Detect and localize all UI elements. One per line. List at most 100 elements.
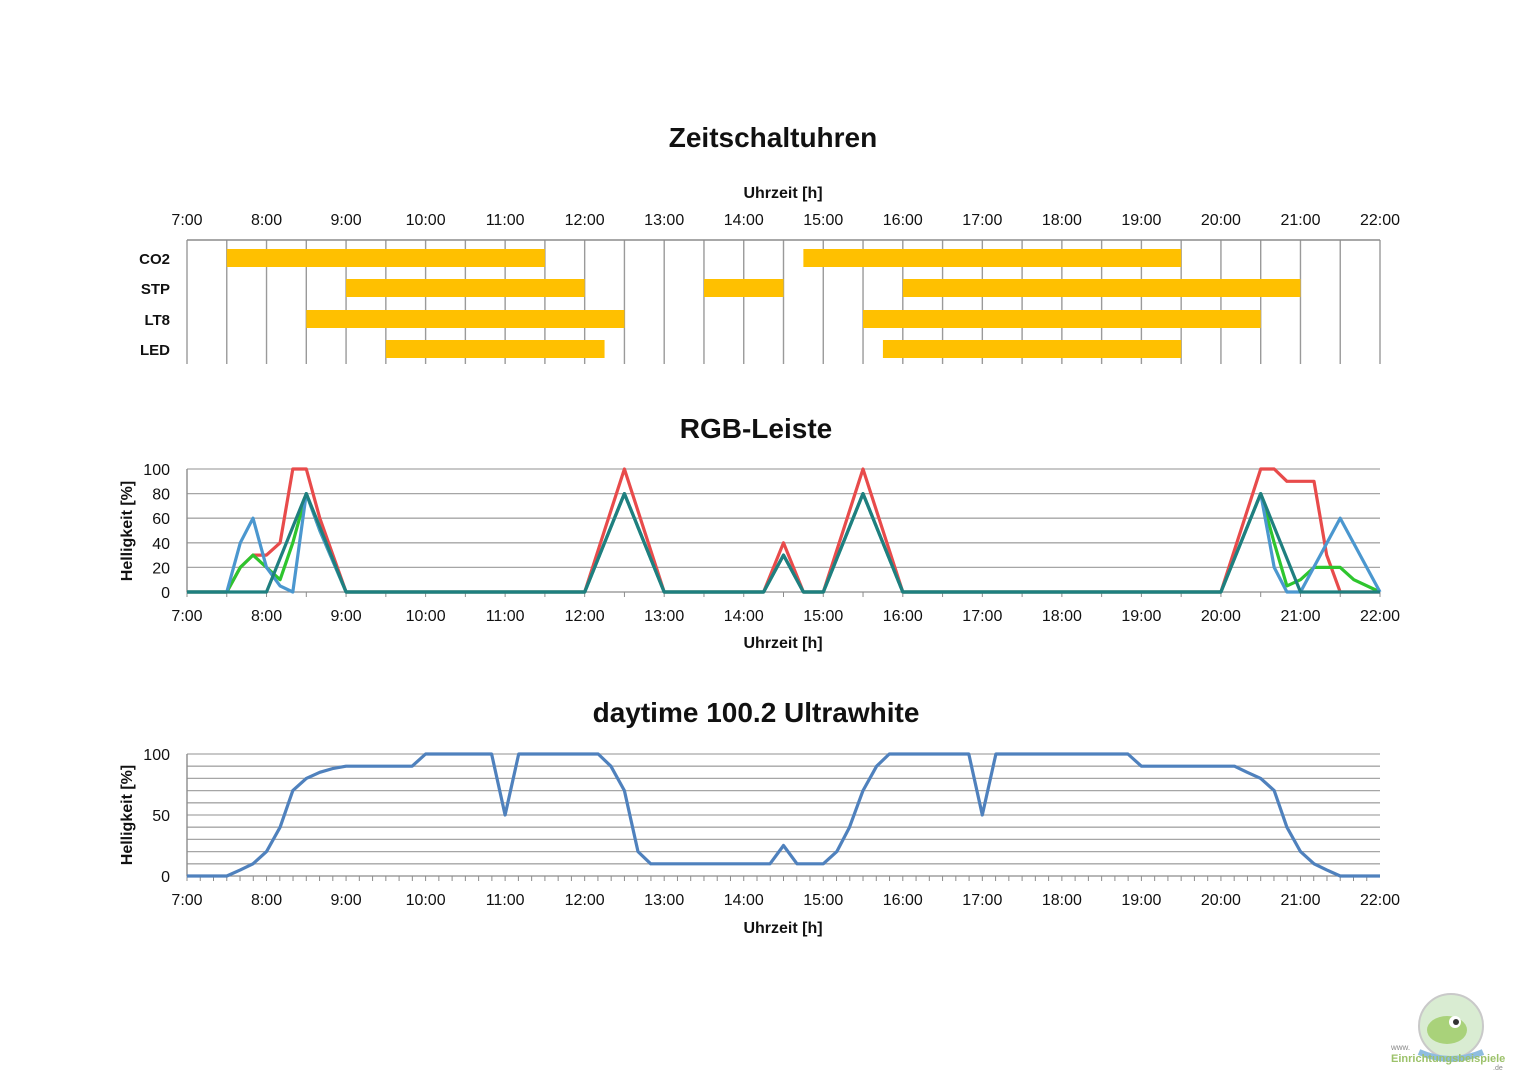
timer-bar xyxy=(863,310,1261,328)
x-tick-label: 10:00 xyxy=(406,212,446,229)
timer-bar xyxy=(703,279,784,297)
timer-bar xyxy=(803,249,1182,267)
x-tick-label: 19:00 xyxy=(1121,212,1161,229)
x-tick-label: 8:00 xyxy=(251,892,282,909)
x-tick-label: 9:00 xyxy=(330,608,361,625)
x-tick-label: 20:00 xyxy=(1201,892,1241,909)
series-line xyxy=(187,467,1380,594)
x-tick-label: 12:00 xyxy=(565,892,605,909)
y-tick-label: 0 xyxy=(161,869,170,886)
x-tick-label: 18:00 xyxy=(1042,212,1082,229)
timer-chart-bars xyxy=(226,249,1301,358)
y-tick-label: 100 xyxy=(143,747,170,764)
watermark-text: Einrichtungsbeispiele xyxy=(1391,1053,1505,1065)
ultrawhite-chart-y-axis-label: Helligkeit [%] xyxy=(119,765,136,865)
x-tick-label: 7:00 xyxy=(171,608,202,625)
rgb-chart: RGB-Leiste 0 20 40 60 80 100 7:00 8:00 9:00 10:0… xyxy=(119,413,1400,652)
timer-chart-categories: CO2 STP LT8 LED xyxy=(139,251,170,359)
timer-chart-title: Zeitschaltuhren xyxy=(669,122,877,153)
y-tick-label: 20 xyxy=(152,560,170,577)
series-line xyxy=(187,752,1380,878)
watermark-prefix: www. xyxy=(1390,1043,1410,1052)
y-tick-label: 50 xyxy=(152,808,170,825)
category-label: CO2 xyxy=(139,251,170,268)
x-tick-label: 13:00 xyxy=(644,212,684,229)
ultrawhite-chart-lines xyxy=(187,752,1380,878)
y-tick-label: 0 xyxy=(161,585,170,602)
x-tick-label: 7:00 xyxy=(171,212,202,229)
timer-bar xyxy=(902,279,1301,297)
x-tick-label: 11:00 xyxy=(486,212,525,229)
x-tick-label: 16:00 xyxy=(883,892,923,909)
x-tick-label: 22:00 xyxy=(1360,608,1400,625)
x-tick-label: 16:00 xyxy=(883,212,923,229)
category-label: STP xyxy=(141,281,170,298)
x-tick-label: 21:00 xyxy=(1280,608,1320,625)
rgb-chart-y-axis-label: Helligkeit [%] xyxy=(119,481,136,581)
watermark-suffix: .de xyxy=(1493,1065,1503,1072)
x-tick-label: 22:00 xyxy=(1360,212,1400,229)
x-tick-label: 16:00 xyxy=(883,608,923,625)
x-tick-label: 15:00 xyxy=(803,212,843,229)
x-tick-label: 20:00 xyxy=(1201,212,1241,229)
ultrawhite-chart-grid xyxy=(186,753,1380,881)
x-tick-label: 11:00 xyxy=(486,608,525,625)
ultrawhite-chart-x-ticks: 7:00 8:00 9:00 10:00 11:00 12:00 13:00 14:00 15:… xyxy=(171,892,1400,909)
timer-chart-x-ticks: 7:00 8:00 9:00 10:00 11:00 12:00 13:00 14:00 15:… xyxy=(171,212,1400,229)
ultrawhite-chart-title: daytime 100.2 Ultrawhite xyxy=(593,697,920,728)
x-tick-label: 18:00 xyxy=(1042,608,1082,625)
ultrawhite-chart-x-axis-label: Uhrzeit [h] xyxy=(743,920,822,937)
series-line xyxy=(187,492,1380,594)
x-tick-label: 7:00 xyxy=(171,892,202,909)
timer-chart-x-axis-label: Uhrzeit [h] xyxy=(743,185,822,202)
watermark: www. Einrichtungsbeispiele .de xyxy=(1389,992,1509,1072)
y-tick-label: 80 xyxy=(152,487,170,504)
x-tick-label: 17:00 xyxy=(962,212,1002,229)
category-label: LT8 xyxy=(144,312,170,329)
x-tick-label: 9:00 xyxy=(330,892,361,909)
x-tick-label: 19:00 xyxy=(1121,608,1161,625)
x-tick-label: 18:00 xyxy=(1042,892,1082,909)
x-tick-label: 11:00 xyxy=(486,892,525,909)
x-tick-label: 21:00 xyxy=(1280,212,1320,229)
x-tick-label: 8:00 xyxy=(251,608,282,625)
x-tick-label: 17:00 xyxy=(962,608,1002,625)
y-tick-label: 100 xyxy=(143,462,170,479)
x-tick-label: 22:00 xyxy=(1360,892,1400,909)
timer-bar xyxy=(306,310,625,328)
x-tick-label: 14:00 xyxy=(724,892,764,909)
x-tick-label: 21:00 xyxy=(1280,892,1320,909)
x-tick-label: 9:00 xyxy=(330,212,361,229)
timer-bar xyxy=(385,340,605,358)
x-tick-label: 19:00 xyxy=(1121,892,1161,909)
timer-bar xyxy=(346,279,585,297)
rgb-chart-x-axis-label: Uhrzeit [h] xyxy=(743,635,822,652)
x-tick-label: 8:00 xyxy=(251,212,282,229)
x-tick-label: 13:00 xyxy=(644,608,684,625)
rgb-chart-x-ticks: 7:00 8:00 9:00 10:00 11:00 12:00 13:00 14:00 15:… xyxy=(171,608,1400,625)
y-tick-label: 60 xyxy=(152,511,170,528)
x-tick-label: 10:00 xyxy=(406,608,446,625)
timer-bar xyxy=(226,249,545,267)
x-tick-label: 13:00 xyxy=(644,892,684,909)
y-tick-label: 40 xyxy=(152,536,170,553)
rgb-chart-title: RGB-Leiste xyxy=(680,413,832,444)
x-tick-label: 10:00 xyxy=(406,892,446,909)
rgb-chart-lines xyxy=(187,467,1382,594)
timer-bar xyxy=(882,340,1182,358)
timer-chart: Zeitschaltuhren Uhrzeit [h] 7:00 8:00 9:00… xyxy=(139,122,1400,364)
x-tick-label: 12:00 xyxy=(565,608,605,625)
ultrawhite-chart-y-ticks: 0 50 100 xyxy=(143,747,170,886)
category-label: LED xyxy=(140,342,170,359)
x-tick-label: 17:00 xyxy=(962,892,1002,909)
fish-logo-icon: www. Einrichtungsbeispiele .de xyxy=(1390,993,1505,1072)
ultrawhite-chart: daytime 100.2 Ultrawhite 0 50 100 7:00 8:00… xyxy=(119,697,1400,937)
x-tick-label: 14:00 xyxy=(724,608,764,625)
x-tick-label: 20:00 xyxy=(1201,608,1241,625)
x-tick-label: 15:00 xyxy=(803,608,843,625)
rgb-chart-y-ticks: 0 20 40 60 80 100 xyxy=(143,462,170,602)
rgb-chart-grid xyxy=(186,468,1381,597)
x-tick-label: 14:00 xyxy=(724,212,764,229)
x-tick-label: 12:00 xyxy=(565,212,605,229)
